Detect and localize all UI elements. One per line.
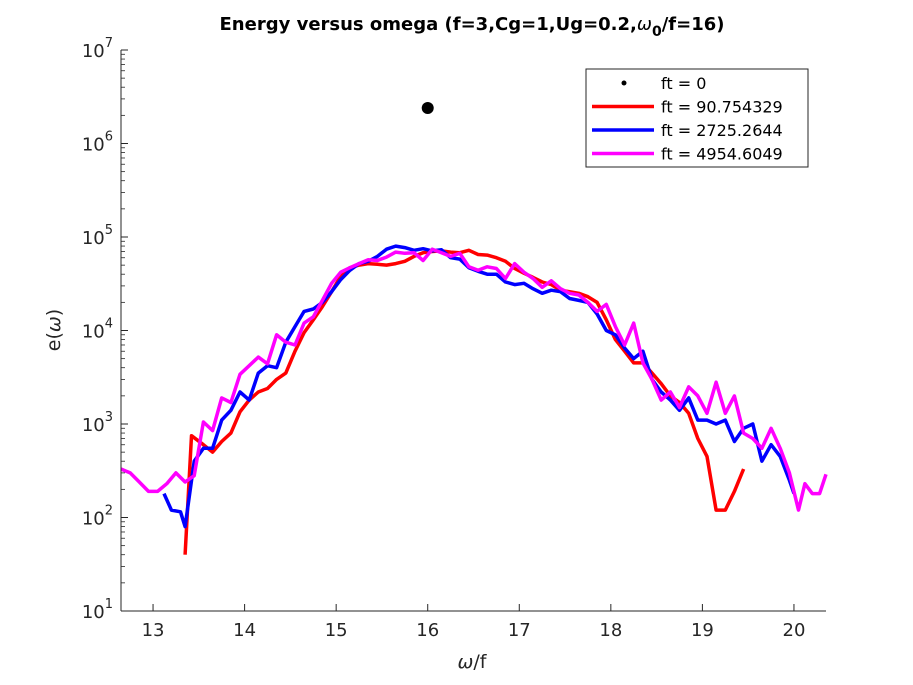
axes-frame <box>120 50 826 612</box>
legend: ft = 0 ft = 90.754329 ft = 2725.2644 ft = 4… <box>585 68 809 168</box>
y-axis-label: e(ω) <box>43 309 65 351</box>
y-tick-label: 101 <box>82 597 113 623</box>
legend-box <box>585 68 809 168</box>
y-tick-label: 104 <box>82 317 113 343</box>
y-tick-mantissa: 10 <box>82 509 105 530</box>
y-tick-mantissa: 10 <box>82 415 105 436</box>
x-tick-label: 17 <box>508 620 531 641</box>
legend-label: ft = 4954.6049 <box>661 145 783 164</box>
y-tick-label: 106 <box>82 130 113 156</box>
legend-marker <box>621 80 627 86</box>
x-tick-label: 14 <box>233 620 256 641</box>
marker-point <box>421 101 434 114</box>
y-tick-mantissa: 10 <box>82 135 105 156</box>
y-tick-label: 103 <box>82 410 113 436</box>
x-tick-label: 18 <box>599 620 622 641</box>
legend-label: ft = 90.754329 <box>661 98 783 117</box>
y-tick-label: 102 <box>82 504 113 530</box>
y-tick-exponent: 4 <box>105 317 113 332</box>
x-tick-label: 20 <box>783 620 806 641</box>
series-layer <box>120 101 828 555</box>
y-tick-mantissa: 10 <box>82 602 105 623</box>
y-tick-exponent: 6 <box>105 130 113 145</box>
legend-label: ft = 0 <box>661 74 706 93</box>
x-tick-label: 15 <box>325 620 348 641</box>
y-tick-mantissa: 10 <box>82 41 105 62</box>
y-tick-exponent: 2 <box>105 504 113 519</box>
y-tick-exponent: 3 <box>105 410 113 425</box>
y-tick-mantissa: 10 <box>82 322 105 343</box>
x-axis-label: ω/f <box>457 651 487 673</box>
x-tick-label: 16 <box>416 620 439 641</box>
series-line <box>120 247 828 512</box>
x-tick-label: 19 <box>691 620 714 641</box>
y-tick-exponent: 1 <box>105 597 113 612</box>
y-tick-label: 105 <box>82 223 113 249</box>
y-tick-exponent: 5 <box>105 223 113 238</box>
x-axis-ticks: 13 14 15 16 17 18 19 20 <box>142 604 806 641</box>
legend-label: ft = 2725.2644 <box>661 121 783 140</box>
chart-title: Energy versus omega (f=3,Cg=1,Ug=0.2,ω0/… <box>220 14 725 40</box>
y-tick-label: 107 <box>82 36 113 62</box>
x-tick-label: 13 <box>142 620 165 641</box>
y-tick-mantissa: 10 <box>82 228 105 249</box>
y-tick-exponent: 7 <box>105 36 113 51</box>
